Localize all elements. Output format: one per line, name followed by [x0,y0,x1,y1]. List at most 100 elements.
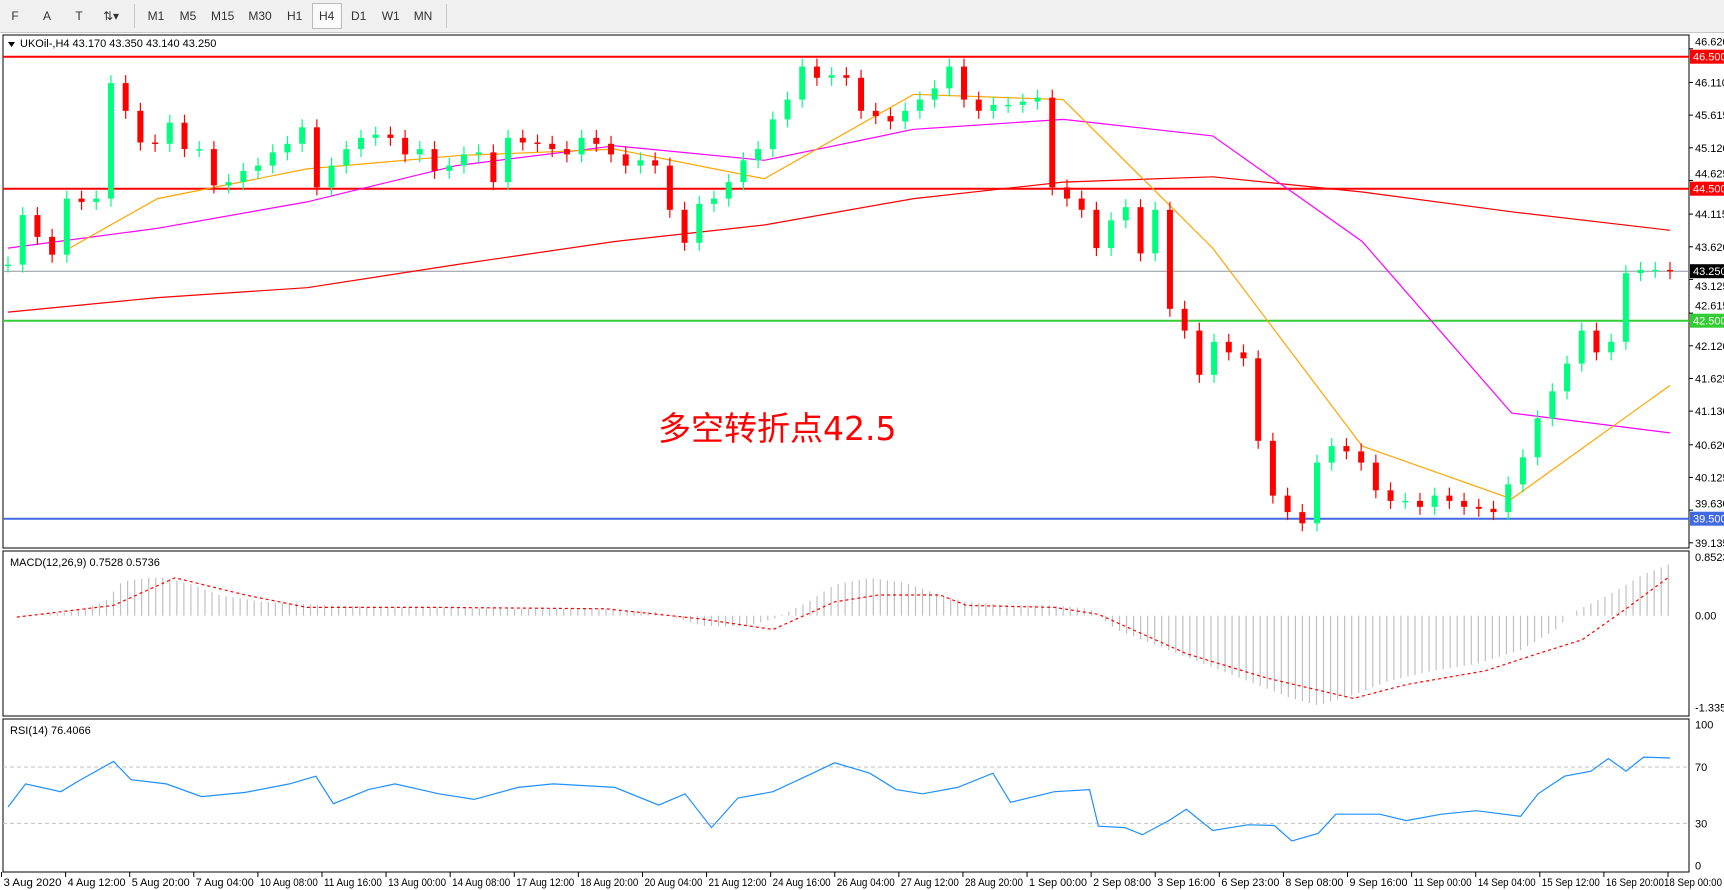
candle [902,102,909,130]
candle-body [563,149,570,155]
candle-body [1490,508,1497,513]
timeframe-m1-button[interactable]: M1 [147,9,165,23]
candle [1446,487,1453,509]
timeframe-h1-button[interactable]: H1 [287,9,303,23]
candle [475,144,482,163]
candle [740,152,747,191]
price-tick-label: 41.130 [1695,406,1724,418]
candle-body [1137,207,1144,254]
time-tick-label: 4 Aug 12:00 [68,877,126,889]
timeframe-d1-button[interactable]: D1 [351,9,367,23]
candle [1402,492,1409,509]
candle-body [490,152,497,183]
text-label-tool-button[interactable]: T [75,9,83,23]
price-tick-label: 45.120 [1695,143,1724,155]
time-tick-label: 6 Sep 23:00 [1221,877,1279,889]
candle [1299,504,1306,532]
candle-body [1299,512,1306,524]
candle [1593,322,1600,361]
candle [490,144,497,191]
time-tick-label: 17 Aug 12:00 [516,877,574,889]
timeframe-w1-button[interactable]: W1 [381,9,400,23]
candle-body [578,137,585,155]
candle [946,58,953,97]
candle-body [1564,363,1571,392]
level-price-tag [1690,49,1724,64]
candle-body [284,143,291,153]
candle [1505,476,1512,521]
level-price-tag [1690,181,1724,196]
moving-average-fast-line [69,93,1671,500]
time-tick-label: 15 Sep 12:00 [1542,877,1600,889]
candle-body [1475,506,1482,509]
level-price-tag [1690,313,1724,328]
moving-average-mid-line [7,118,1671,434]
bid-price-tag [1690,264,1724,279]
candle [1137,199,1144,262]
candle-body [1637,269,1644,274]
candle [1314,454,1321,532]
candle [1608,333,1615,361]
moving-average-slow-line [7,176,1671,313]
candle-body [1667,269,1673,272]
candle [828,67,835,86]
timeframe-h4-button[interactable]: H4 [311,3,342,29]
timeframe-m30-button[interactable]: M30 [248,9,272,23]
candle [93,190,100,210]
candle [137,102,144,151]
time-tick-label: 5 Aug 20:00 [132,877,190,889]
candle-body [166,122,173,144]
candle-body [784,99,791,120]
price-chart[interactable]: 46.620 46.110 45.615 45.120 44.625 44.115 43.6… [0,33,1724,890]
candle [1622,265,1629,350]
fibo-fan-tool-button[interactable]: F [11,9,19,23]
candle-body [1461,500,1468,507]
time-tick-label: 3 Aug 2020 [4,877,62,889]
arrows-tool-button[interactable]: ⇅▾ [102,9,120,23]
level-price-label: 42.500 [1693,316,1724,328]
candle [505,129,512,191]
candle-body [843,75,850,78]
rsi-label: RSI(14) 76.4066 [10,725,91,737]
candle-body [652,160,659,166]
candle [1019,93,1026,113]
candle [196,141,203,158]
candle-body [872,110,879,117]
candle [843,67,850,86]
candle [269,144,276,174]
candle [519,129,526,151]
candle-body [1593,330,1600,353]
candle-body [696,203,703,243]
candle [1093,201,1100,257]
candle [299,119,306,152]
level-price-label: 44.500 [1693,184,1724,196]
candle [931,80,938,108]
candle-body [19,215,26,265]
candle-body [887,116,894,122]
candle-body [1416,500,1423,507]
time-tick-label: 18 Aug 20:00 [580,877,638,889]
timeframe-m15-button[interactable]: M15 [211,9,235,23]
time-tick-label: 9 Sep 16:00 [1350,877,1408,889]
timeframe-m5-button[interactable]: M5 [179,9,197,23]
candle [1049,89,1056,196]
candle-body [755,149,762,161]
candle-body [1284,495,1291,513]
timeframe-mn-button[interactable]: MN [413,9,433,23]
text-tool-button[interactable]: A [42,9,51,23]
price-tick-label: 46.620 [1695,37,1724,49]
candle [710,190,717,212]
candle [1328,438,1335,471]
candle [696,195,703,251]
candle [1652,261,1659,278]
candle-body [902,110,909,122]
candle [328,157,335,196]
candle [769,111,776,158]
candle [152,134,159,152]
candle [460,146,467,174]
time-tick-label: 16 Sep 20:00 [1606,877,1664,889]
candle [858,69,865,119]
candle [1667,261,1673,280]
candle [1387,482,1394,509]
candle [225,174,232,194]
